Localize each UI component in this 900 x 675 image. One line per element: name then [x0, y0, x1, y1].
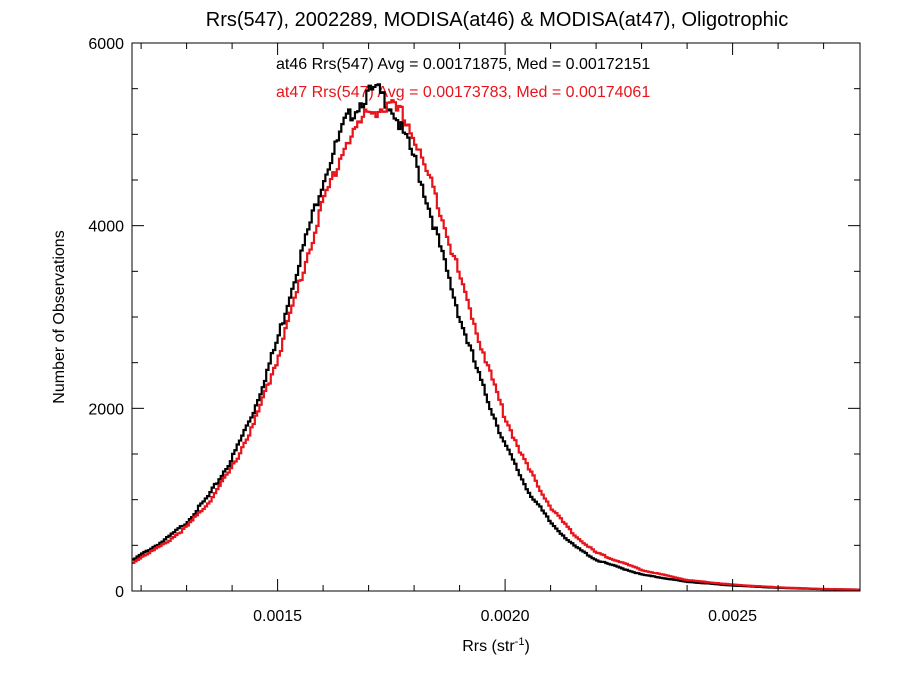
series-line-at47 — [132, 99, 860, 591]
chart-title: Rrs(547), 2002289, MODISA(at46) & MODISA… — [206, 9, 788, 31]
x-axis-label-superscript: -1 — [515, 636, 525, 648]
axis-ticks: 0.0015 0.0020 0.0025 0 2000 4000 6000 — [88, 36, 860, 625]
plot-series — [132, 83, 860, 591]
y-axis-label: Number of Observations — [51, 230, 68, 403]
y-tick-label: 4000 — [88, 219, 124, 236]
x-tick-label: 0.0015 — [253, 608, 302, 625]
y-tick-label: 0 — [115, 584, 124, 601]
series-line-at46 — [132, 83, 860, 591]
annotation-at47: at47 Rrs(547) Avg = 0.00173783, Med = 0.… — [276, 84, 650, 101]
plot-frame — [131, 42, 861, 592]
x-tick-label: 0.0025 — [708, 608, 757, 625]
y-tick-label: 2000 — [88, 401, 124, 418]
y-tick-label: 6000 — [88, 36, 124, 53]
annotation-at46: at46 Rrs(547) Avg = 0.00171875, Med = 0.… — [276, 56, 650, 73]
x-axis-label-end: ) — [524, 638, 529, 655]
x-axis-label-main: Rrs (str — [462, 638, 515, 655]
x-axis-label: Rrs (str-1) — [462, 636, 530, 655]
x-tick-label: 0.0020 — [481, 608, 530, 625]
